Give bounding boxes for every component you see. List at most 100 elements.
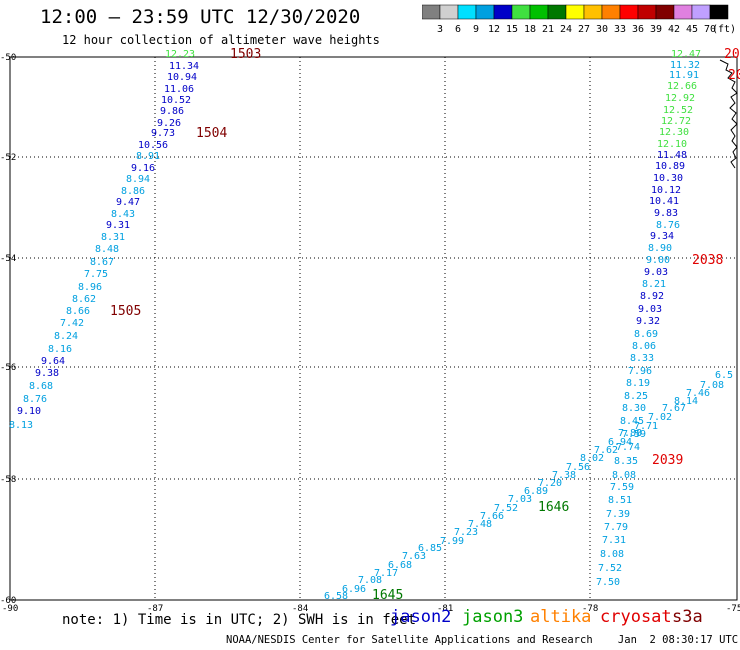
longitude-label: -87 (147, 604, 163, 614)
pass-number-label: 2038 (692, 253, 723, 268)
wave-height-value: 7.75 (84, 269, 108, 280)
wave-height-value: 8.30 (622, 403, 646, 414)
wave-height-value: 8.91 (136, 151, 160, 162)
wave-height-value: 7.52 (598, 563, 622, 574)
wave-height-value: 8.14 (674, 396, 698, 407)
wave-height-value: 10.30 (653, 173, 683, 184)
wave-height-value: 7.96 (628, 366, 652, 377)
wave-height-value: 8.16 (48, 344, 72, 355)
wave-height-value: 8.08 (612, 470, 636, 481)
pass-number-label: 1505 (110, 304, 141, 319)
wave-height-value: 10.89 (655, 161, 685, 172)
wave-height-value: 8.67 (90, 257, 114, 268)
latitude-label: -58 (0, 475, 16, 485)
wave-height-value: 12.23 (165, 49, 195, 60)
wave-height-value: 8.66 (66, 306, 90, 317)
wave-height-value: 11.34 (169, 61, 199, 72)
wave-height-value: 8.08 (600, 549, 624, 560)
legend-jason3: jason3 (462, 607, 524, 627)
wave-height-value: 7.63 (402, 551, 426, 562)
latitude-label: -60 (0, 596, 16, 606)
wave-height-value: 9.03 (644, 267, 668, 278)
wave-height-value: 7.66 (480, 511, 504, 522)
latitude-label: -52 (0, 153, 16, 163)
wave-height-value: 7.99 (440, 536, 464, 547)
wave-height-value: 6.94 (608, 437, 632, 448)
wave-height-value: 6.89 (524, 486, 548, 497)
wave-height-value: 7.17 (374, 568, 398, 579)
wave-height-value: 6.5 (715, 370, 733, 381)
pass-number-label: 2039 (652, 453, 683, 468)
colorbar-label: 15 (506, 24, 518, 34)
wave-height-value: 12.47 (671, 49, 701, 60)
wave-height-value: 8.68 (29, 381, 53, 392)
wave-height-value: 8.35 (614, 456, 638, 467)
wave-height-value: 9.16 (131, 163, 155, 174)
colorbar-label: 18 (524, 24, 536, 34)
wave-height-value: 11.32 (670, 60, 700, 71)
pass-number-label: 1645 (372, 588, 403, 603)
wave-height-value: 8.24 (54, 331, 78, 342)
map-frame (9, 56, 738, 601)
colorbar-label: 21 (542, 24, 554, 34)
wave-height-value: 6.85 (418, 543, 442, 554)
wave-height-value: 7.20 (538, 478, 562, 489)
colorbar-label: 39 (650, 24, 662, 34)
wave-height-value: 7.08 (700, 380, 724, 391)
wave-height-value: 7.38 (552, 470, 576, 481)
page-title: 12:00 — 23:59 UTC 12/30/2020 (40, 6, 361, 28)
wave-height-value: 7.39 (606, 509, 630, 520)
legend-jason2: jason2 (390, 607, 452, 627)
longitude-label: -75 (726, 604, 740, 614)
wave-height-value: 9.03 (638, 304, 662, 315)
pass-number-label: 20 (728, 68, 740, 83)
wave-height-value: 7.56 (566, 462, 590, 473)
longitude-label: -84 (292, 604, 308, 614)
wave-height-value: 8.43 (111, 209, 135, 220)
wave-height-value: 9.32 (636, 316, 660, 327)
wave-height-value: 8.90 (648, 243, 672, 254)
wave-height-value: 8.31 (101, 232, 125, 243)
page-subtitle: 12 hour collection of altimeter wave hei… (62, 33, 380, 47)
wave-height-value: 8.96 (78, 282, 102, 293)
longitude-label: -78 (582, 604, 598, 614)
wave-height-value: 11.06 (164, 84, 194, 95)
wave-height-value: 12.66 (667, 81, 697, 92)
wave-height-value: 12.92 (665, 93, 695, 104)
wave-height-value: 9.26 (157, 118, 181, 129)
pass-number-label: 20 (724, 47, 740, 62)
wave-height-value: 9.86 (160, 106, 184, 117)
wave-height-value: 10.41 (649, 196, 679, 207)
latitude-label: -50 (0, 53, 16, 63)
colorbar-label: 42 (668, 24, 680, 34)
wave-height-value: 7.31 (602, 535, 626, 546)
wave-height-value: 7.08 (358, 575, 382, 586)
wave-height-value: 7.23 (454, 527, 478, 538)
colorbar-label: 33 (614, 24, 626, 34)
wave-height-value: 8.86 (121, 186, 145, 197)
wave-height-value: 8.92 (640, 291, 664, 302)
wave-height-value: 7.52 (494, 503, 518, 514)
wave-height-value: 10.52 (161, 95, 191, 106)
wave-height-value: 8.51 (608, 495, 632, 506)
wave-height-value: 7.42 (60, 318, 84, 329)
wave-height-value: 10.56 (138, 140, 168, 151)
colorbar-legend: 3 6 9 12 15 18 21 24 27 30 33 36 39 42 45 70(ft) (422, 4, 736, 34)
wave-height-value: 8.02 (580, 453, 604, 464)
wave-height-value: 11.91 (669, 70, 699, 81)
longitude-label: -90 (2, 604, 18, 614)
wave-height-value: 7.50 (596, 577, 620, 588)
wave-height-value: 12.72 (661, 116, 691, 127)
wave-height-value: 8.06 (632, 341, 656, 352)
wave-height-value: 7.48 (468, 519, 492, 530)
wave-height-value: 7.59 (622, 429, 646, 440)
colorbar-label: 36 (632, 24, 644, 34)
colorbar-unit: (ft) (712, 24, 736, 34)
wave-height-value: 7.46 (686, 388, 710, 399)
wave-height-value: 8.76 (656, 220, 680, 231)
colorbar-label: 12 (488, 24, 500, 34)
wave-height-value: 8.19 (626, 378, 650, 389)
legend-altika: altika (530, 607, 592, 627)
coastline (719, 59, 738, 169)
